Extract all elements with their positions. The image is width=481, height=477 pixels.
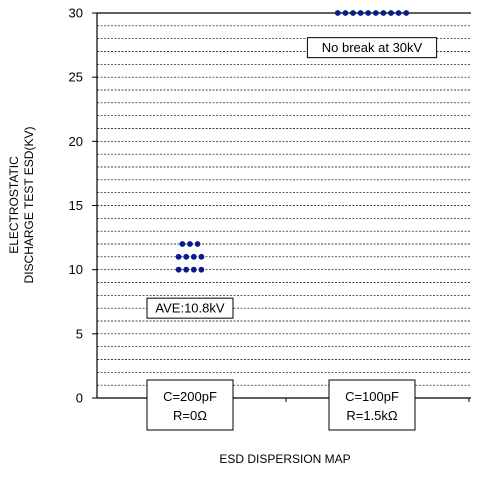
data-point: [190, 253, 197, 260]
data-point: [403, 10, 410, 16]
y-tick-label: 10: [69, 262, 83, 277]
x-axis-label: ESD DISPERSION MAP: [219, 452, 350, 466]
y-tick-label: 15: [69, 198, 83, 213]
annotation-text: No break at 30kV: [322, 40, 423, 55]
category-label-box: [328, 379, 416, 431]
data-point: [357, 10, 364, 16]
data-point: [187, 241, 193, 247]
y-tick-label: 5: [76, 326, 83, 341]
y-tick-label: 20: [69, 134, 83, 149]
data-point: [198, 266, 205, 273]
category-label-box: [146, 379, 234, 431]
data-point: [175, 266, 182, 273]
data-point: [175, 253, 182, 260]
y-tick-label: 0: [76, 391, 83, 406]
category-label: R=0Ω: [173, 408, 207, 423]
category-label: C=100pF: [345, 389, 399, 404]
data-point: [183, 253, 190, 260]
data-point: [365, 10, 372, 16]
data-point: [388, 10, 394, 16]
data-point: [372, 10, 379, 16]
annotation-text: AVE:10.8kV: [155, 301, 224, 316]
data-point: [350, 10, 356, 16]
data-point: [380, 10, 387, 16]
y-axis-label: ELECTROSTATIC: [7, 156, 21, 254]
y-axis-label: DISCHARGE TEST ESD(KV): [22, 127, 36, 284]
y-tick-label: 25: [69, 70, 83, 85]
category-label: C=200pF: [163, 389, 217, 404]
data-point: [395, 10, 402, 16]
category-label: R=1.5kΩ: [346, 408, 398, 423]
data-point: [179, 241, 186, 247]
annotation-box: [306, 37, 438, 59]
data-point: [183, 266, 190, 273]
annotation-box: [146, 297, 234, 319]
data-point: [198, 253, 205, 260]
data-point: [342, 10, 349, 16]
y-tick-label: 30: [69, 6, 83, 21]
data-point: [334, 10, 341, 16]
data-point: [194, 241, 201, 247]
data-point: [190, 266, 197, 273]
